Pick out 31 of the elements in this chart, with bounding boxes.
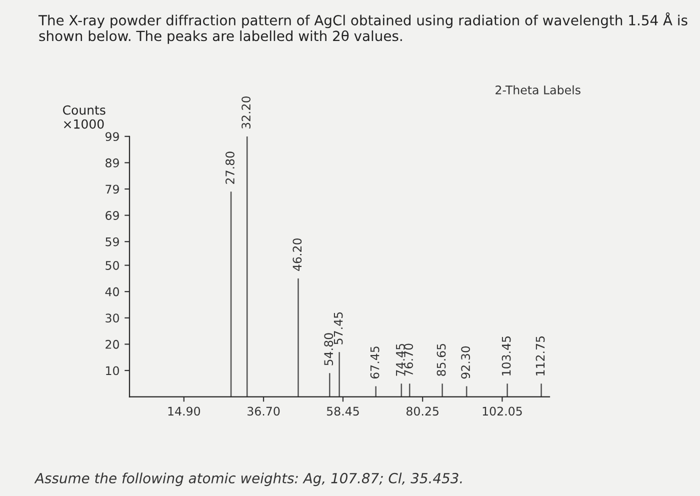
y-axis-title: Counts ×1000 — [63, 105, 106, 129]
annotation: 76.70 — [404, 344, 414, 376]
text: 2-Theta Labels — [496, 85, 580, 94]
annotation: 57.45 — [334, 312, 343, 344]
annotation: 112.75 — [536, 336, 545, 376]
y-tick-label: 10 — [106, 366, 119, 376]
annotation: 74.45 — [396, 344, 405, 376]
y-tick-label: 30 — [106, 314, 119, 323]
y-tick-label: 40 — [105, 287, 119, 296]
x-tick-label: 36.70 — [248, 406, 280, 416]
y-tick-label: 59 — [106, 237, 119, 246]
x-tick-label: 58.45 — [326, 406, 359, 416]
y-tick-label: 99 — [106, 132, 119, 142]
annotation: 103.45 — [502, 336, 511, 376]
x-tick-label: 14.90 — [168, 406, 200, 416]
annotation: 85.65 — [436, 344, 446, 376]
annotation: 54.80 — [324, 333, 334, 366]
x-tick-label: 102.05 — [482, 406, 522, 416]
y-tick-label: 79 — [106, 184, 119, 194]
y-tick-label: 89 — [106, 158, 119, 168]
x-tick-label: 80.25 — [406, 406, 438, 416]
y-tick-label: 50 — [106, 261, 119, 270]
annotation: 67.45 — [370, 346, 380, 379]
y-tick-label: 69 — [106, 211, 119, 220]
y-tick-label: 20 — [106, 340, 119, 349]
annotation: 32.20 — [242, 96, 251, 129]
text: Assume the following atomic weights: Ag, 107.87; Cl, 35.453. — [34, 472, 462, 486]
annotation: 92.30 — [461, 346, 470, 379]
chart-title: The X-ray powder diffraction pattern of AgCl obtained using radiation of wavelength 1.54 Å is shown below. The peaks are labelled with 2θ values. — [38, 12, 688, 44]
annotation: 46.20 — [292, 238, 302, 271]
annotation: 27.80 — [226, 152, 234, 184]
